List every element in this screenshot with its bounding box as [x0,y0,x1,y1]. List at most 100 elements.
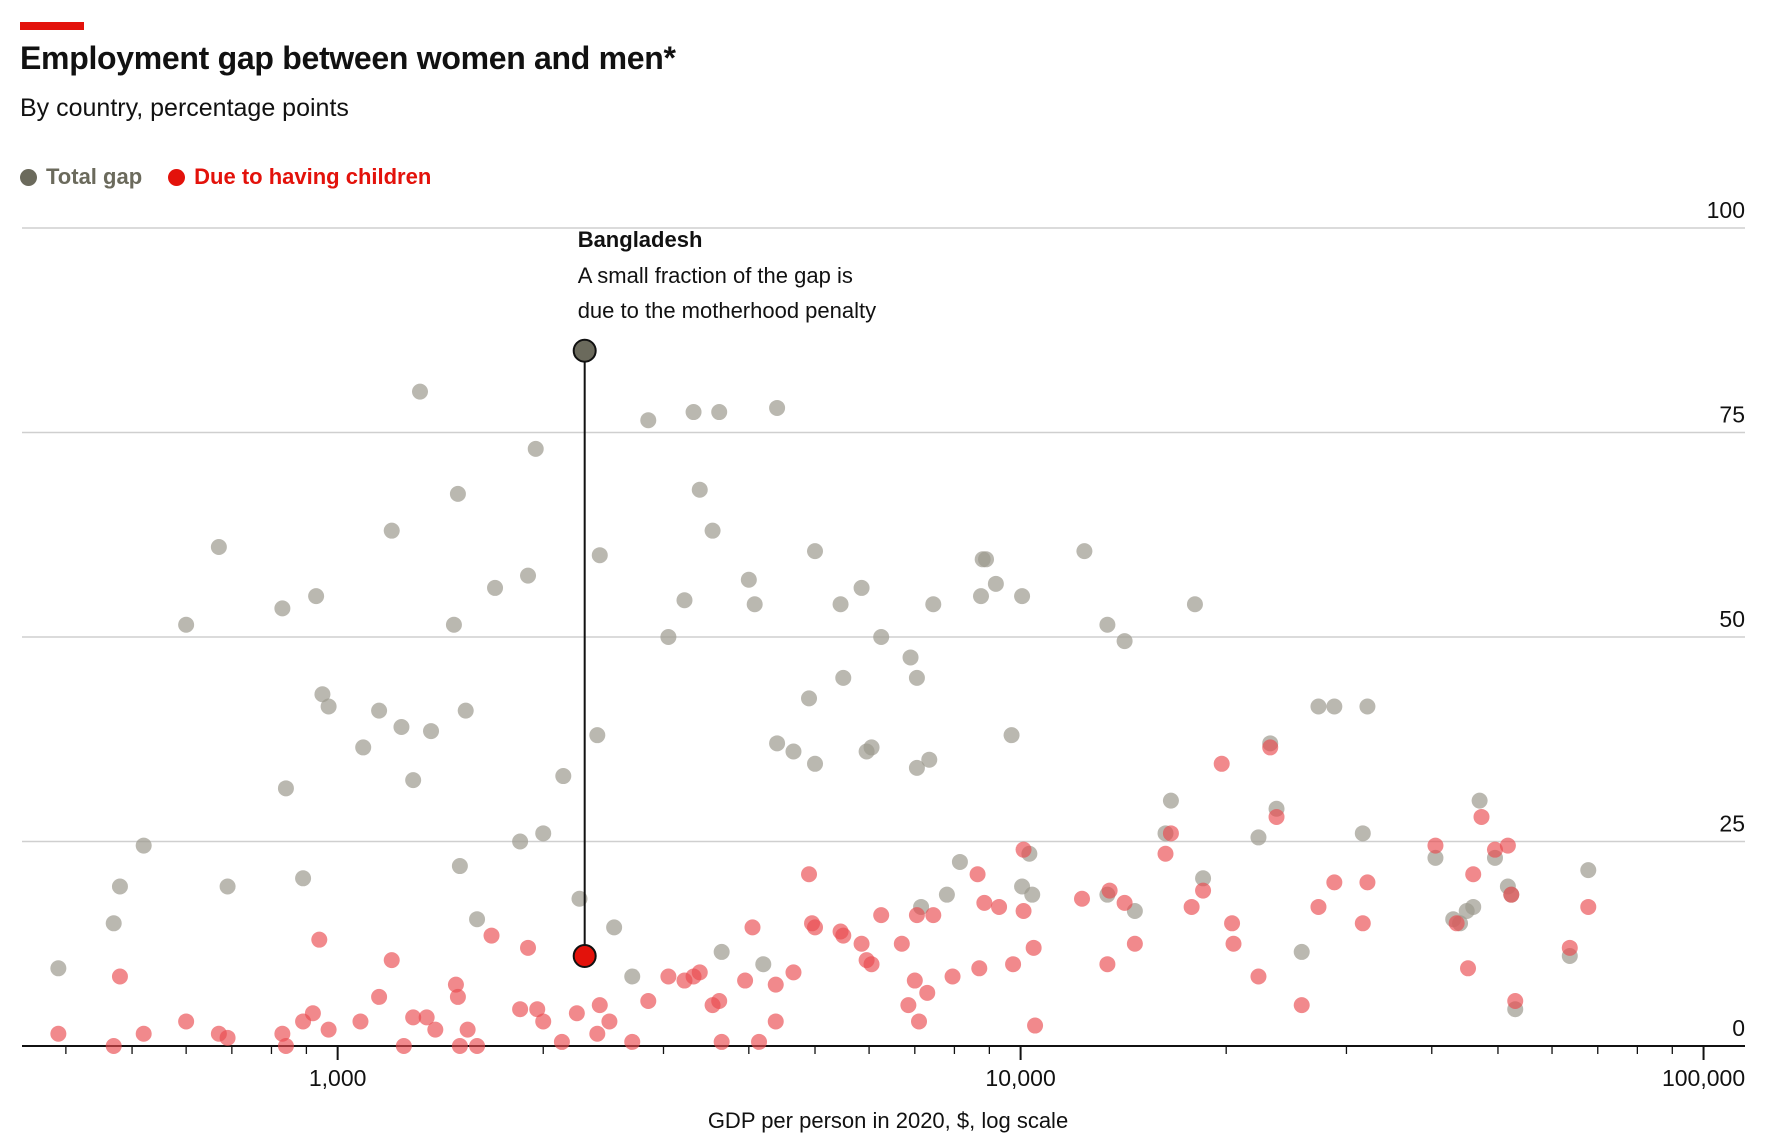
total-gap-point [512,833,529,850]
total-gap-point [1195,870,1212,887]
children-point [1015,841,1032,858]
total-gap-point [978,551,995,568]
children-point [1326,874,1343,891]
children-point [568,1005,585,1022]
total-gap-point [405,772,422,789]
children-point [520,939,537,956]
children-point [976,894,993,911]
total-gap-point [1471,792,1488,809]
total-gap-point [972,588,989,605]
total-gap-point [660,629,677,645]
accent-bar [20,22,84,30]
total-gap-point [178,616,195,633]
total-gap-point [393,718,410,735]
total-gap-point [1116,633,1133,650]
children-point [1473,808,1490,825]
children-point [767,976,784,993]
total-gap-point [853,579,870,596]
children-point [371,988,388,1005]
total-gap-point [589,727,606,744]
children-point [893,935,910,952]
children-point [304,1005,321,1022]
total-gap-point [676,592,693,609]
children-point [427,1021,444,1038]
total-gap-point [1003,727,1020,744]
total-gap-point [105,915,122,932]
total-gap-point [383,522,400,539]
y-tick-label-100: 100 [1707,197,1745,223]
legend-dot-children [168,168,186,186]
children-point [1503,886,1520,903]
children-point [1157,845,1174,862]
total-gap-point [987,575,1004,592]
total-gap-point [520,567,537,584]
total-gap-point [711,404,728,421]
children-point [459,1021,476,1038]
total-gap-point [527,440,544,457]
children-point [1162,825,1179,842]
total-gap-point [832,596,849,613]
total-gap-point [624,968,641,985]
children-point [1025,939,1042,956]
total-gap-point [1250,829,1267,846]
children-point [1073,890,1090,907]
children-point [713,1033,730,1050]
children-point [900,997,917,1014]
children-point [1561,939,1578,956]
total-gap-point [274,600,291,617]
total-gap-point [320,698,337,715]
total-gap-point [535,825,552,842]
total-gap-point [921,751,938,768]
total-gap-point [740,571,757,588]
gridlines [22,227,1745,843]
children-point [744,919,761,936]
total-gap-point [807,543,824,560]
total-gap-point [423,723,440,740]
total-gap-point [210,539,227,556]
children-point [274,1025,291,1042]
total-gap-point [355,739,372,756]
children-point [1359,874,1376,891]
children-point [535,1013,552,1030]
total-gap-point [801,690,818,707]
children-point [1427,837,1444,854]
highlight-children-point [572,944,597,969]
total-gap-point [445,616,462,633]
children-point [105,1038,122,1054]
total-gap-point [219,878,236,895]
total-gap-point [277,780,294,797]
total-gap-point [951,853,968,870]
children-point [908,907,925,924]
children-point [737,972,754,989]
legend-label-total-gap: Total gap [46,164,143,189]
children-point [469,1038,486,1054]
children-point [529,1001,546,1018]
total-gap-point [908,669,925,686]
total-gap-point [685,404,702,421]
total-gap-point [449,485,466,502]
legend-item-children: Due to having children [168,164,431,190]
total-gap-point [371,702,388,719]
children-point [925,907,942,924]
children-point [1268,808,1285,825]
total-gap-point [1099,616,1116,633]
children-point [553,1033,570,1050]
total-gap-point [640,412,657,429]
children-point [449,988,466,1005]
children-point [1183,898,1200,915]
children-point [1448,915,1465,932]
x-tick-label: 10,000 [985,1065,1055,1091]
total-gap-point [713,943,730,960]
children-point [1293,997,1310,1014]
total-gap-point [1310,698,1327,715]
x-axis: 1,000 10,000 100,000 [22,1045,1745,1091]
total-gap-point [1326,698,1343,715]
y-tick-label-25: 25 [1719,811,1745,837]
highlight-bangladesh: Bangladesh A small fraction of the gap is… [572,227,876,969]
legend-dot-total-gap [20,168,37,186]
children-point [1224,915,1241,932]
children-point [512,1001,529,1018]
total-gap-point [314,686,331,703]
annotation-line: A small fraction of the gap is [578,263,853,288]
